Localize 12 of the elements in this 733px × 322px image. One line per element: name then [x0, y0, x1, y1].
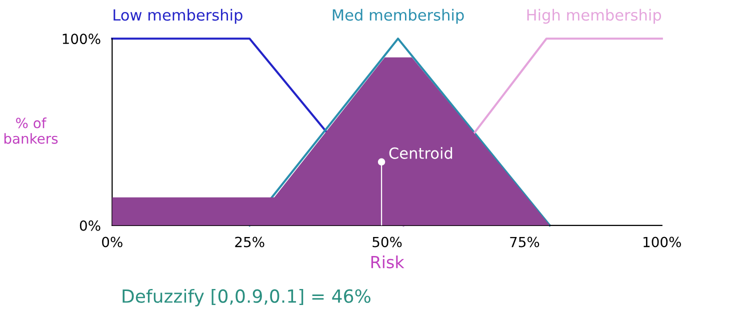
x-tick-label: 100%: [644, 236, 681, 248]
series-label: Low membership: [114, 8, 242, 24]
x-axis-title: Risk: [371, 256, 404, 268]
x-tick-label: 50%: [372, 236, 402, 248]
x-tick-label: 0%: [102, 236, 122, 248]
x-tick-label: 25%: [235, 236, 264, 248]
y-axis-title: % of bankers: [4, 118, 58, 144]
x-tick-label: 75%: [510, 236, 540, 248]
series-label: High membership: [527, 8, 662, 24]
series-label: Med membership: [332, 8, 464, 24]
annotation: Centroid: [389, 147, 452, 159]
text: Defuzzify [0,0.9,0.1] = 46%: [122, 288, 370, 306]
